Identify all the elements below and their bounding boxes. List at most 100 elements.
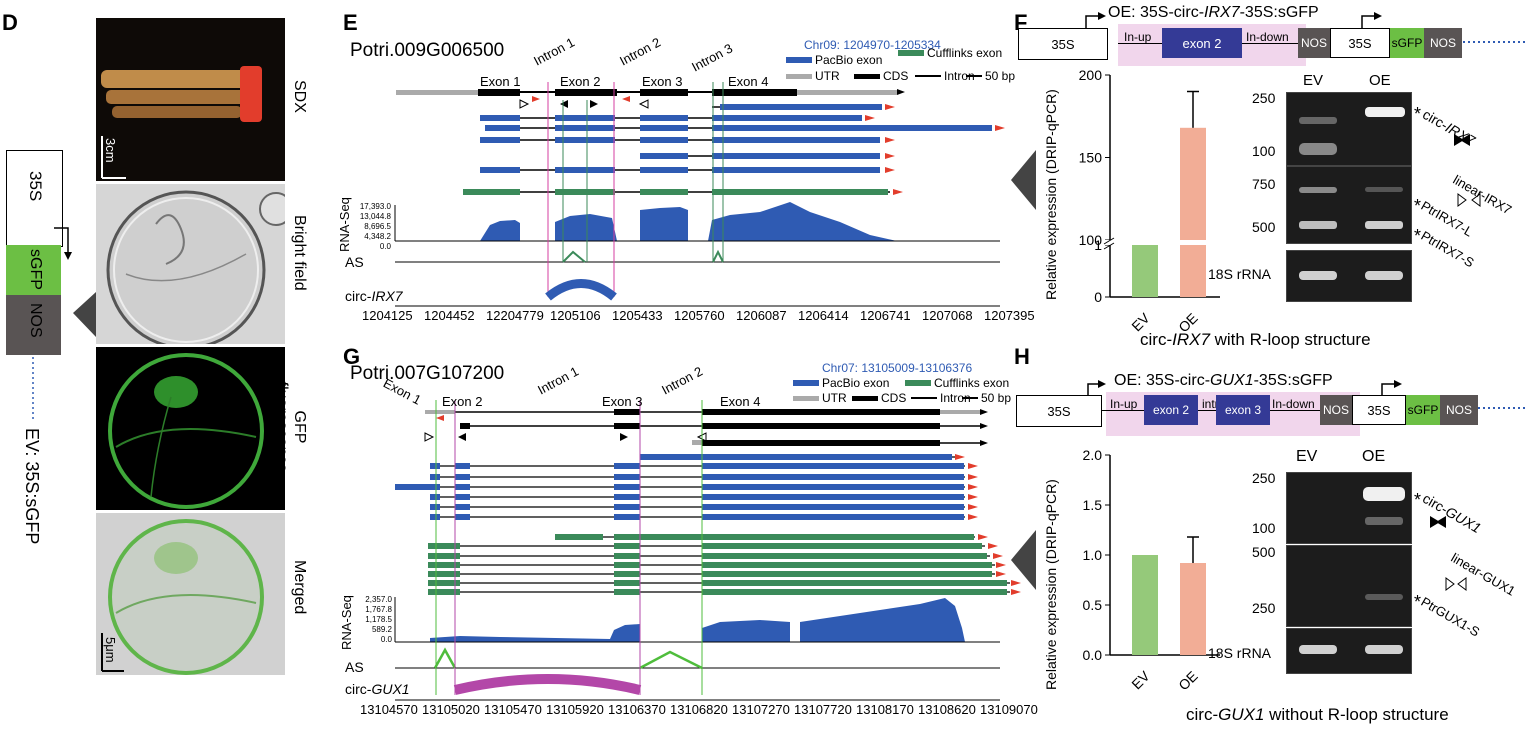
rnaseq-ticks-e: 17,393.0 13,044.8 8,696.5 4,348.2 0.0 [353, 202, 391, 252]
f-bar-EV [1132, 245, 1158, 297]
h-ytick-label-4: 2.0 [1083, 447, 1103, 463]
construct-h-exon2: exon 2 [1144, 395, 1198, 425]
construct-f-nos-2: NOS [1424, 28, 1462, 58]
rnaseq-tick-g-0: 2,357.0 [365, 595, 392, 604]
construct-title-h-gene: GUX1 [1210, 372, 1254, 389]
construct-h-indown: In-down [1272, 397, 1315, 411]
circ-prefix-g: circ- [345, 681, 372, 697]
axis-tick-g-10: 13109070 [980, 702, 1038, 717]
legend-scale-g: 50 bp [981, 391, 1012, 405]
construct-h-indown-line [1270, 410, 1320, 411]
feature-exon1-e: Exon 1 [480, 74, 521, 89]
construct-sgfp-box: sGFP [6, 245, 61, 295]
axis-tick-g-1: 13105020 [422, 702, 480, 717]
construct-35s-box: 35S [6, 150, 63, 247]
rnaseq-tick-e-0: 17,393.0 [359, 202, 391, 211]
gel-h-marker-500: 500 [1252, 544, 1276, 560]
rnaseq-tick-e-2: 8,696.5 [364, 222, 391, 231]
construct-title-h: OE: 35S-circ-GUX1-35S:sGFP [1114, 372, 1333, 390]
region-g: Chr07: 13105009-13106376 [822, 361, 973, 375]
legend-pacbio-g: PacBio exon [822, 376, 890, 390]
construct-h-nos-1: NOS [1320, 395, 1352, 425]
construct-d-arrows [32, 227, 96, 420]
construct-f-sgfp: sGFP [1390, 28, 1424, 58]
gel-f-rrna-label: 18S rRNA [1208, 266, 1272, 282]
gel-f-band-l-ev [1299, 187, 1337, 193]
as-label-g: AS [345, 659, 364, 675]
gel-f-band-faint [1299, 117, 1337, 124]
construct-h-sgfp: sGFP [1406, 395, 1440, 425]
axis-ticks-g: 13104570 13105020 13105470 13105920 1310… [360, 702, 1050, 732]
axis-tick-g-7: 13107720 [794, 702, 852, 717]
h-ytick-label-2: 1.0 [1083, 547, 1103, 563]
panel-letter-d: D [2, 10, 18, 35]
gel-h-marker-250b: 250 [1252, 600, 1276, 616]
h-ytick-label-3: 1.5 [1083, 497, 1103, 513]
construct-f-exon2: exon 2 [1162, 28, 1242, 58]
legend-utr-e: UTR [815, 69, 840, 83]
gel-f-star-circ: * [1414, 104, 1422, 124]
axis-tick-e-5: 1205760 [674, 308, 725, 323]
sdx-image: 3cm [96, 18, 285, 181]
h-bar-OE [1180, 563, 1206, 655]
circ-label-g: circ-GUX1 [345, 681, 410, 697]
gene-id-g: Potri.007G107200 [350, 363, 505, 384]
caption-h-pre: circ- [1186, 705, 1219, 724]
gel-h-band-s-oe [1365, 594, 1403, 600]
construct-title-h-post: -35S:sGFP [1253, 372, 1333, 389]
legend-pacbio-e: PacBio exon [815, 53, 883, 67]
axis-tick-e-2: 12204779 [486, 308, 544, 323]
rnaseq-ticks-g: 2,357.0 1,767.8 1,178.5 589.2 0.0 [356, 595, 392, 645]
f-bar-OE-low [1180, 245, 1206, 297]
axis-tick-g-6: 13107270 [732, 702, 790, 717]
legend-intron-g: Intron [940, 391, 971, 405]
gel-f-mid [1286, 166, 1412, 244]
feature-exon2-e: Exon 2 [560, 74, 601, 89]
axis-tick-g-2: 13105470 [484, 702, 542, 717]
caption-f-post: with R-loop structure [1209, 330, 1371, 349]
f-break-mark-2 [1103, 242, 1115, 250]
feature-exon2-g: Exon 2 [442, 394, 483, 409]
feature-exon4-e: Exon 4 [728, 74, 769, 89]
rnaseq-tick-g-3: 589.2 [371, 625, 392, 634]
rnaseq-tick-e-4: 0.0 [379, 242, 391, 251]
gel-h-star-s: * [1414, 592, 1422, 612]
f-ytick-hi-label-2: 200 [1079, 67, 1103, 83]
h-ytick-label-0: 0.0 [1083, 647, 1103, 663]
axis-tick-e-9: 1207068 [922, 308, 973, 323]
gel-f-rrna [1286, 250, 1412, 302]
gene-id-e: Potri.009G006500 [350, 40, 505, 61]
bar-chart-h: 0.00.51.01.52.0EV OE [1083, 447, 1220, 693]
legend-cufflinks-e: Cufflinks exon [927, 46, 1003, 60]
axis-tick-e-8: 1206741 [860, 308, 911, 323]
caption-h: circ-GUX1 without R-loop structure [1186, 705, 1449, 725]
gel-h-lane-ev: EV [1296, 448, 1318, 465]
f-ytick-low-label-0: 0 [1094, 289, 1102, 305]
gel-h-top [1286, 472, 1412, 544]
axis-tick-e-1: 1204452 [424, 308, 475, 323]
caption-f: circ-IRX7 with R-loop structure [1140, 330, 1371, 350]
f-ytick-hi-label-0: 100 [1079, 232, 1103, 248]
as-label-e: AS [345, 254, 364, 270]
legend-intron-e: Intron [944, 69, 975, 83]
construct-title-f: OE: 35S-circ-IRX7-35S:sGFP [1108, 4, 1319, 22]
gel-h-lane-oe: OE [1362, 448, 1386, 465]
axis-tick-g-0: 13104570 [360, 702, 418, 717]
gfp-fluorescence-image [96, 347, 285, 510]
axis-tick-e-7: 1206414 [798, 308, 849, 323]
rnaseq-tick-g-2: 1,178.5 [365, 615, 392, 624]
gel-h-band-rrna-oe [1365, 645, 1403, 654]
construct-h-35s-2: 35S [1352, 395, 1406, 425]
construct-h-intron-line [1198, 410, 1216, 411]
rnaseq-tick-e-1: 13,044.8 [359, 212, 391, 221]
gel-h-band-rrna-ev [1299, 645, 1337, 654]
construct-h-nos-2: NOS [1440, 395, 1478, 425]
gel-f-marker-750: 750 [1252, 176, 1276, 192]
gel-h-band-circ [1363, 487, 1405, 501]
axis-ticks-e: 1204125 1204452 12204779 1205106 1205433… [362, 308, 1042, 338]
legend-cds-e: CDS [883, 69, 909, 83]
caption-h-gene: GUX1 [1218, 705, 1265, 724]
legend-cds-g: CDS [881, 391, 907, 405]
